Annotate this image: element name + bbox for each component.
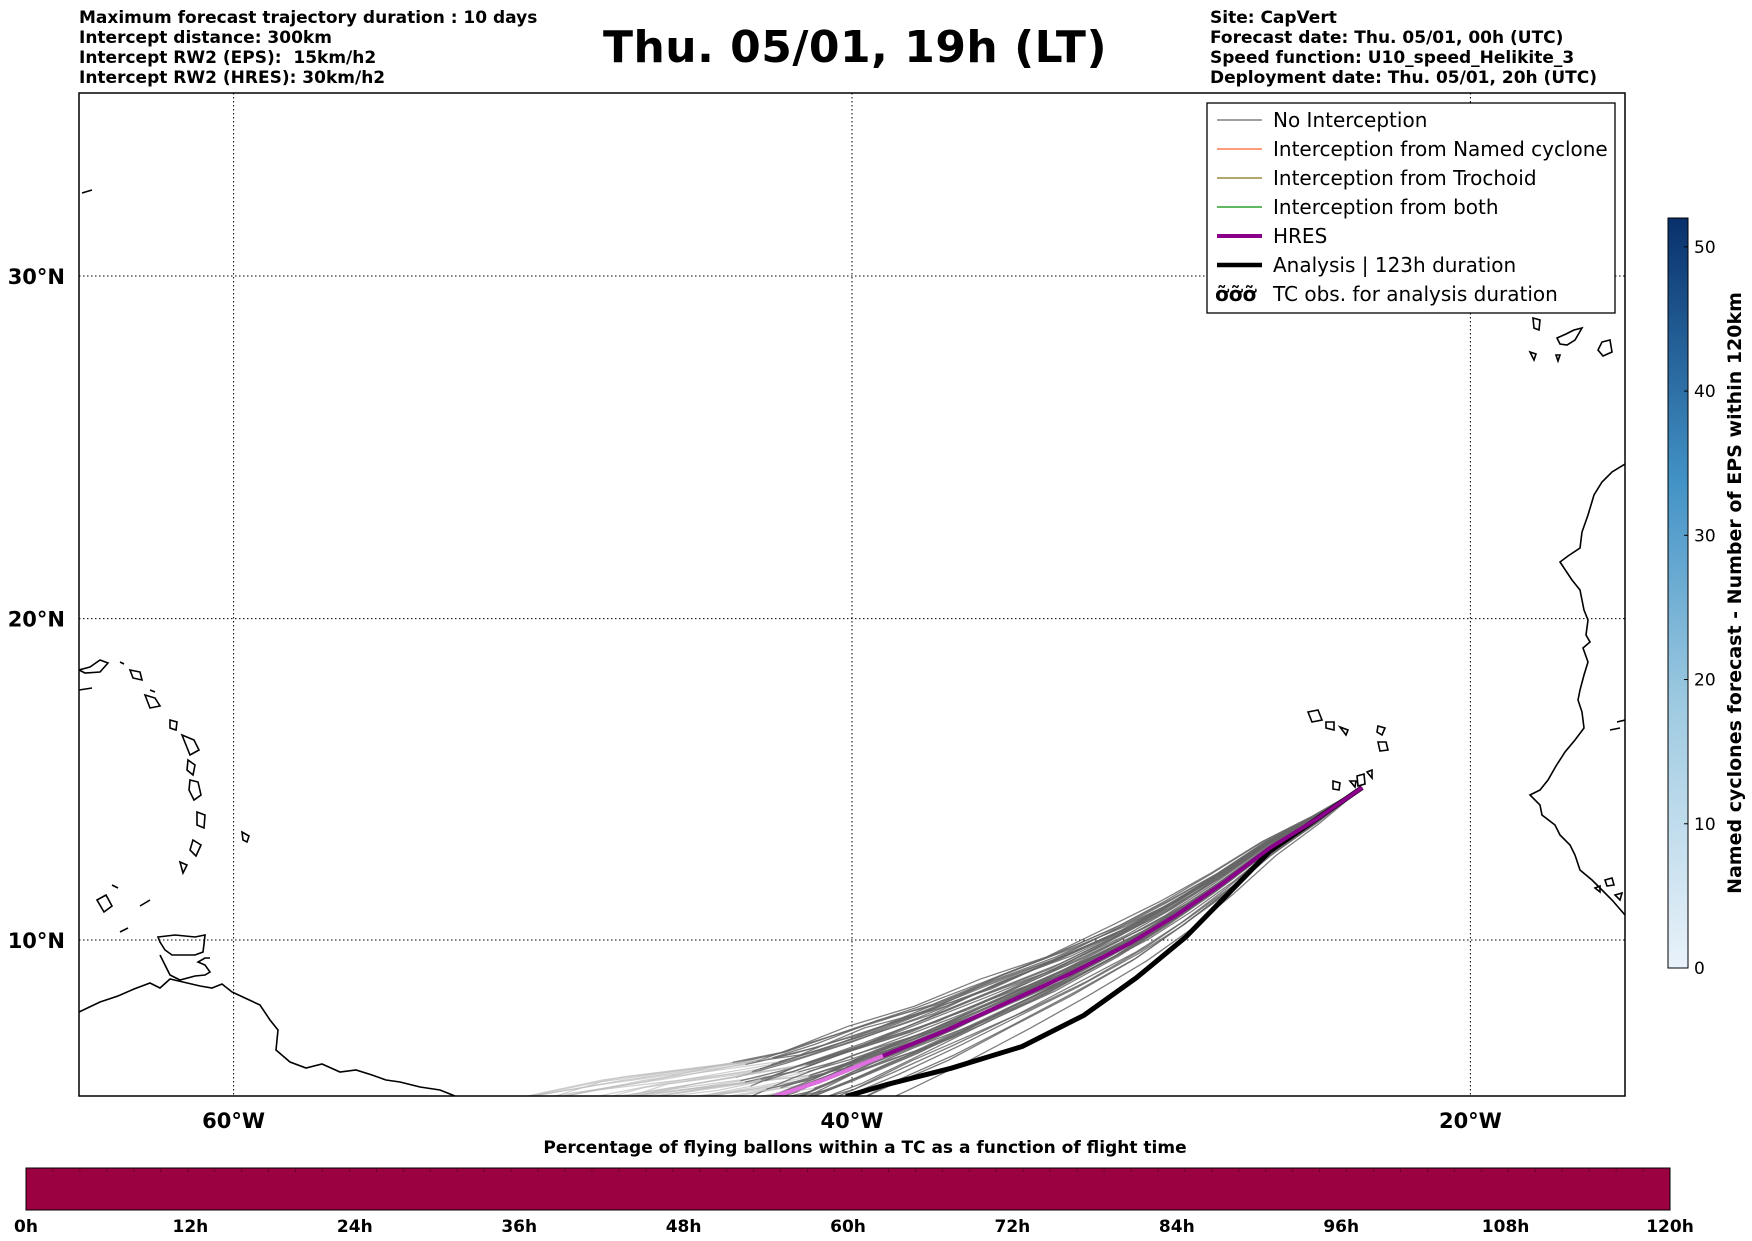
time-bar-tick-label: 0h [14, 1217, 38, 1237]
colorbar-tick-label: 0 [1694, 959, 1705, 979]
eps-trajectory-tail [656, 1080, 766, 1096]
coastline-lesser-antilles [95, 661, 250, 914]
eps-trajectory-tail [651, 1081, 746, 1096]
page-title: Thu. 05/01, 19h (LT) [602, 22, 1108, 73]
time-bar-tick-label: 84h [1159, 1217, 1195, 1237]
colorbar-tick-label: 20 [1694, 671, 1716, 691]
axis-tick-labels: 30°N 20°N 10°N 60°W 40°W 20°W [8, 265, 1502, 1133]
lon-tick-label: 60°W [202, 1109, 265, 1133]
lon-tick-label: 40°W [821, 1109, 884, 1133]
eps-trajectory-tail [690, 1085, 780, 1096]
eps-trajectory-tail [561, 1061, 733, 1096]
time-bar-tick-label: 96h [1323, 1217, 1359, 1237]
header-line: Forecast date: Thu. 05/01, 00h (UTC) [1210, 28, 1564, 48]
eps-trajectory-tail [570, 1099, 785, 1143]
header-info-right: Site: CapVert Forecast date: Thu. 05/01,… [1210, 8, 1597, 88]
time-bar-tick-label: 48h [666, 1217, 702, 1237]
eps-trajectory [732, 787, 1363, 1064]
eps-trajectory [894, 787, 1363, 1096]
eps-trajectory-tail [560, 1061, 779, 1096]
coastline-canary-islands [1528, 316, 1613, 364]
time-bar-tick-label: 72h [995, 1217, 1031, 1237]
eps-trajectory [772, 787, 1363, 1059]
time-bar-tick-label: 12h [173, 1217, 209, 1237]
coastline-trinidad [156, 934, 206, 956]
header-line: Intercept RW2 (HRES): 30km/h2 [79, 68, 386, 88]
colorbar-tick-label: 50 [1694, 238, 1716, 258]
time-bar-tick-label: 120h [1646, 1217, 1694, 1237]
colorbar-tick-label: 40 [1694, 382, 1716, 402]
lon-tick-label: 20°W [1439, 1109, 1502, 1133]
eps-trajectory-tail [524, 1060, 757, 1096]
header-line: Speed function: U10_speed_Helikite_3 [1210, 48, 1575, 68]
legend-label: Interception from Trochoid [1273, 166, 1537, 190]
eps-trajectory [744, 787, 1363, 1083]
coastline-west-africa-islands [1593, 719, 1625, 902]
legend-box [1206, 102, 1616, 314]
eps-trajectory [740, 787, 1363, 1082]
lat-tick-label: 10°N [8, 929, 65, 953]
eps-trajectory-tail [595, 1064, 772, 1096]
eps-trajectory-tail [637, 1064, 802, 1096]
time-bar-tick-label: 24h [337, 1217, 373, 1237]
eps-trajectory-tail [641, 1080, 741, 1096]
hres-trajectory-tail [774, 1054, 884, 1096]
legend-label: Interception from both [1273, 195, 1499, 219]
eps-trajectory-tail [760, 1089, 788, 1096]
coastline-bahamas-bits [81, 189, 151, 933]
eps-trajectory-tail [700, 1088, 767, 1096]
eps-trajectory-tail [637, 1074, 811, 1096]
header-line: Site: CapVert [1210, 8, 1337, 28]
colorbar-tick-label: 10 [1694, 815, 1716, 835]
header-line: Maximum forecast trajectory duration : 1… [79, 8, 538, 28]
header-line: Intercept RW2 (EPS): 15km/h2 [79, 48, 377, 68]
legend: No Interception Interception from Named c… [1206, 102, 1616, 314]
eps-trajectory-tail [734, 1083, 810, 1096]
coastlines [79, 189, 1625, 1096]
legend-label: Analysis | 123h duration [1273, 253, 1516, 277]
colorbar-tick-label: 30 [1694, 526, 1716, 546]
map-frame [78, 92, 1626, 1097]
colorbar-gradient [1667, 217, 1689, 969]
legend-symbol: ỡỡỡ [1215, 282, 1257, 306]
legend-label: TC obs. for analysis duration [1272, 282, 1558, 306]
header-line: Deployment date: Thu. 05/01, 20h (UTC) [1210, 68, 1597, 88]
eps-trajectory [845, 787, 1363, 1096]
eps-trajectory-tail [665, 1071, 808, 1096]
legend-label: Interception from Named cyclone [1273, 137, 1608, 161]
lat-tick-label: 20°N [8, 608, 65, 632]
legend-label: No Interception [1273, 108, 1427, 132]
legend-label: HRES [1273, 224, 1327, 248]
time-bar-tick-label: 108h [1482, 1217, 1530, 1237]
time-bar-title: Percentage of flying ballons within a TC… [543, 1138, 1186, 1158]
header-line: Intercept distance: 300km [79, 28, 332, 48]
eps-trajectory-tail [724, 1087, 781, 1096]
header-info-left: Maximum forecast trajectory duration : 1… [79, 8, 537, 88]
trajectory-layer [524, 785, 1364, 1143]
time-bar: Percentage of flying ballons within a TC… [14, 1138, 1694, 1237]
time-bar-fill [25, 1167, 1671, 1211]
time-bar-tick-label: 36h [501, 1217, 537, 1237]
eps-trajectory [750, 787, 1363, 1096]
colorbar-label: Named cyclones forecast - Number of EPS … [1724, 292, 1746, 894]
lat-tick-label: 30°N [8, 265, 65, 289]
eps-trajectory-tail [526, 1063, 746, 1096]
coastline-cape-verde [1306, 709, 1389, 791]
coastline-west-africa [1528, 463, 1625, 916]
eps-trajectory-tail [698, 1085, 751, 1096]
coastline-virgin-islands [79, 659, 110, 691]
time-bar-tick-label: 60h [830, 1217, 866, 1237]
coastline-venezuela-gulf [159, 954, 212, 981]
colorbar: 0 10 20 30 40 50 Named cyclones forecast - Nu… [1667, 217, 1746, 979]
coastline-south-america [79, 978, 456, 1096]
